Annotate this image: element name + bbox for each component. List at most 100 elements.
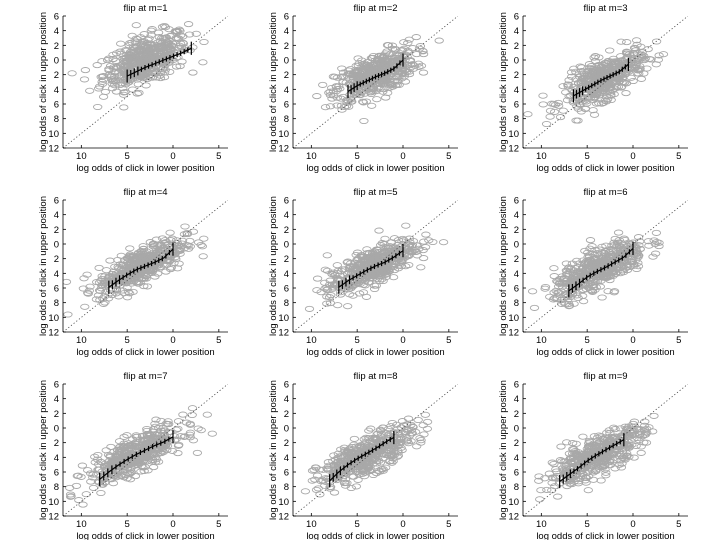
data-point <box>608 265 618 272</box>
data-point <box>324 462 334 469</box>
data-point <box>630 45 640 52</box>
data-point <box>646 56 656 63</box>
data-point <box>383 245 393 252</box>
data-point <box>434 37 444 44</box>
data-point <box>74 497 84 504</box>
data-point <box>419 431 429 438</box>
data-point <box>83 467 93 474</box>
data-point <box>188 228 199 235</box>
data-point <box>618 78 628 85</box>
data-point <box>148 464 159 471</box>
data-point <box>577 68 587 75</box>
data-point <box>114 293 124 300</box>
data-point <box>131 279 142 286</box>
data-point <box>580 105 591 112</box>
data-point <box>344 283 354 291</box>
data-point <box>114 438 125 445</box>
data-point <box>573 80 584 87</box>
data-point <box>359 260 369 268</box>
data-point <box>304 305 315 312</box>
data-point <box>377 445 388 452</box>
data-point <box>397 75 407 82</box>
data-point <box>111 57 121 64</box>
data-point <box>387 42 398 49</box>
data-point <box>127 47 137 54</box>
data-point <box>88 471 98 478</box>
data-point <box>556 300 567 307</box>
data-point <box>608 55 619 62</box>
data-point <box>364 264 375 271</box>
y-tick-label: 12 <box>508 328 519 339</box>
panel-title: flip at m=9 <box>583 371 627 382</box>
x-axis-title: log odds of click in lower position <box>536 531 674 540</box>
data-point <box>631 252 642 260</box>
data-point <box>400 66 410 73</box>
data-point <box>125 53 135 60</box>
data-point <box>403 440 414 447</box>
y-tick-label: 4 <box>284 85 289 96</box>
data-point <box>628 77 638 85</box>
data-point <box>587 243 597 250</box>
data-point <box>616 38 626 45</box>
data-point <box>562 439 572 446</box>
data-point <box>353 257 363 264</box>
data-point <box>140 442 150 449</box>
data-point <box>63 278 72 285</box>
data-point <box>388 448 399 455</box>
x-tick-label: 5 <box>676 151 681 162</box>
y-tick-label: 8 <box>514 298 519 309</box>
y-tick-label: 6 <box>54 380 59 391</box>
y-tick-label: 2 <box>54 225 59 236</box>
data-point <box>624 453 634 460</box>
panel-title: flip at m=1 <box>123 3 167 14</box>
data-point <box>560 290 570 297</box>
data-point <box>167 42 177 49</box>
data-point <box>572 471 582 478</box>
y-tick-label: 2 <box>514 254 519 265</box>
data-point <box>600 462 610 469</box>
y-tick-label: 12 <box>48 144 59 155</box>
y-tick-label: 4 <box>54 210 59 221</box>
data-point <box>605 262 615 269</box>
data-point <box>396 435 407 442</box>
data-point <box>551 287 561 294</box>
data-point <box>547 479 557 486</box>
data-point <box>322 267 333 274</box>
data-point <box>538 101 548 108</box>
data-point <box>362 246 372 253</box>
point-cloud <box>534 412 659 503</box>
data-point <box>547 100 557 107</box>
y-tick-label: 8 <box>54 298 59 309</box>
data-point <box>558 83 568 90</box>
data-point <box>122 432 132 439</box>
data-point <box>160 62 170 69</box>
data-point <box>366 425 376 432</box>
data-point <box>408 65 419 72</box>
data-point <box>639 70 649 77</box>
data-point <box>198 253 208 260</box>
y-tick-label: 10 <box>48 129 59 140</box>
data-point <box>636 43 646 50</box>
data-point <box>651 38 662 45</box>
data-point <box>415 43 426 50</box>
data-point <box>142 450 152 457</box>
y-tick-label: 2 <box>284 225 289 236</box>
x-tick-label: 10 <box>76 335 87 346</box>
data-point <box>406 430 416 437</box>
y-tick-label: 4 <box>54 26 59 37</box>
data-point <box>202 411 212 418</box>
data-point <box>402 437 412 444</box>
data-point <box>358 99 369 106</box>
data-point <box>629 261 639 268</box>
data-point <box>381 273 391 280</box>
data-point <box>599 249 609 256</box>
data-point <box>357 57 367 64</box>
data-point <box>649 412 659 419</box>
data-point <box>540 285 550 292</box>
data-point <box>573 117 583 124</box>
data-point <box>160 442 171 450</box>
data-point <box>572 103 582 110</box>
data-point <box>193 425 203 432</box>
data-point <box>621 70 631 77</box>
